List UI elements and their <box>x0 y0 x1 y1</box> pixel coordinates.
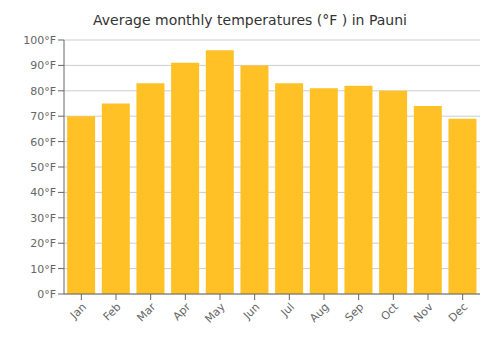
svg-text:Jul: Jul <box>278 300 297 319</box>
html-text:Average monthly temperatures (: Average monthly temperatures (°F ) in Pa… <box>93 12 407 28</box>
svg-text:Jan: Jan <box>67 300 89 322</box>
svg-text:Jun: Jun <box>240 300 262 322</box>
svg-text:Feb: Feb <box>101 300 124 323</box>
svg-text:90°F: 90°F <box>30 59 56 72</box>
svg-text:Oct: Oct <box>378 300 401 323</box>
svg-text:100°F: 100°F <box>23 34 56 47</box>
svg-text:10°F: 10°F <box>30 263 56 276</box>
svg-text:Nov: Nov <box>411 300 436 325</box>
svg-text:0°F: 0°F <box>37 288 56 301</box>
svg-text:May: May <box>202 300 228 326</box>
svg-text:Sep: Sep <box>342 300 366 324</box>
svg-text:Dec: Dec <box>446 300 470 324</box>
svg-text:80°F: 80°F <box>30 85 56 98</box>
svg-text:60°F: 60°F <box>30 136 56 149</box>
svg-text:20°F: 20°F <box>30 237 56 250</box>
svg-text:30°F: 30°F <box>30 212 56 225</box>
svg-text:50°F: 50°F <box>30 161 56 174</box>
svg-text:Apr: Apr <box>170 300 193 323</box>
svg-text:Aug: Aug <box>307 300 331 324</box>
svg-text:Mar: Mar <box>134 300 158 324</box>
svg-text:40°F: 40°F <box>30 186 56 199</box>
svg-text:70°F: 70°F <box>30 110 56 123</box>
